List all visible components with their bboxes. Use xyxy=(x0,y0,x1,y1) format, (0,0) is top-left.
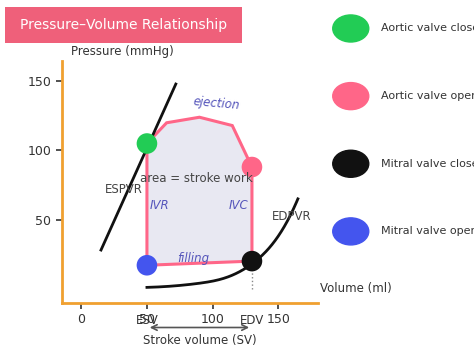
Text: Aortic valve opens: Aortic valve opens xyxy=(381,91,474,101)
Point xyxy=(248,258,256,264)
Text: IVC: IVC xyxy=(228,199,248,212)
Text: IVR: IVR xyxy=(150,199,169,212)
Text: area = stroke work: area = stroke work xyxy=(140,172,253,185)
Polygon shape xyxy=(147,117,252,265)
Point xyxy=(143,262,151,268)
Text: Stroke volume (SV): Stroke volume (SV) xyxy=(143,334,256,347)
Text: ESPVR: ESPVR xyxy=(105,183,143,196)
Text: ESV: ESV xyxy=(136,314,158,327)
Point xyxy=(143,141,151,146)
Text: Mitral valve closes: Mitral valve closes xyxy=(381,159,474,169)
Text: Volume (ml): Volume (ml) xyxy=(320,282,392,295)
Text: Aortic valve closes: Aortic valve closes xyxy=(381,23,474,33)
Text: Pressure–Volume Relationship: Pressure–Volume Relationship xyxy=(20,18,227,32)
FancyBboxPatch shape xyxy=(0,6,251,44)
Text: EDV: EDV xyxy=(240,314,264,327)
Text: Pressure (mmHg): Pressure (mmHg) xyxy=(71,45,173,58)
Text: filling: filling xyxy=(177,252,209,265)
Point xyxy=(248,164,256,170)
Text: Mitral valve opens: Mitral valve opens xyxy=(381,226,474,236)
Text: EDPVR: EDPVR xyxy=(272,210,311,223)
Text: ejection: ejection xyxy=(192,95,240,112)
